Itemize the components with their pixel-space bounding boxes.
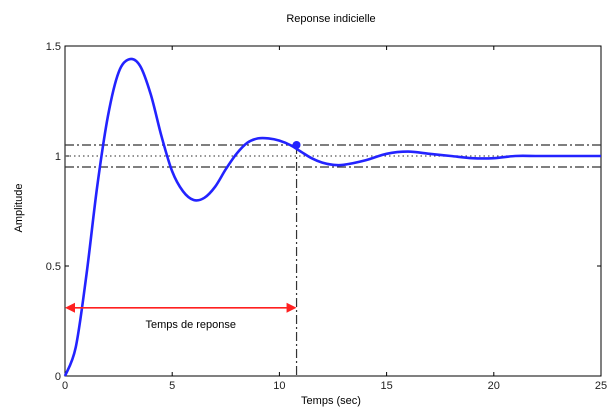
arrow-head-left [65,302,75,313]
series-group [63,57,601,377]
plot-frame [64,45,602,377]
x-tick-label: 20 [488,380,500,392]
settling-point-marker [292,141,301,149]
response-curve [63,57,601,377]
x-tick-label: 25 [595,380,607,392]
axis-ticks: 0 5 10 15 20 25 0 0.5 1 1.5 [46,41,607,392]
annotation-group: Temps de reponse [65,302,297,331]
x-tick-label: 0 [62,380,68,392]
response-time-label: Temps de reponse [146,319,237,331]
y-tick-label: 0 [55,371,61,383]
x-tick-label: 15 [380,380,392,392]
y-tick-label: 1 [55,151,61,163]
y-axis-label: Amplitude [13,184,25,233]
x-tick-label: 10 [273,380,285,392]
y-tick-label: 1.5 [46,41,61,53]
y-tick-label: 0.5 [46,261,61,273]
arrow-head-right [286,302,297,313]
x-tick-label: 5 [169,380,175,392]
x-axis-label: Temps (sec) [301,395,361,407]
chart-title: Reponse indicielle [286,13,375,25]
reference-lines [65,144,601,376]
